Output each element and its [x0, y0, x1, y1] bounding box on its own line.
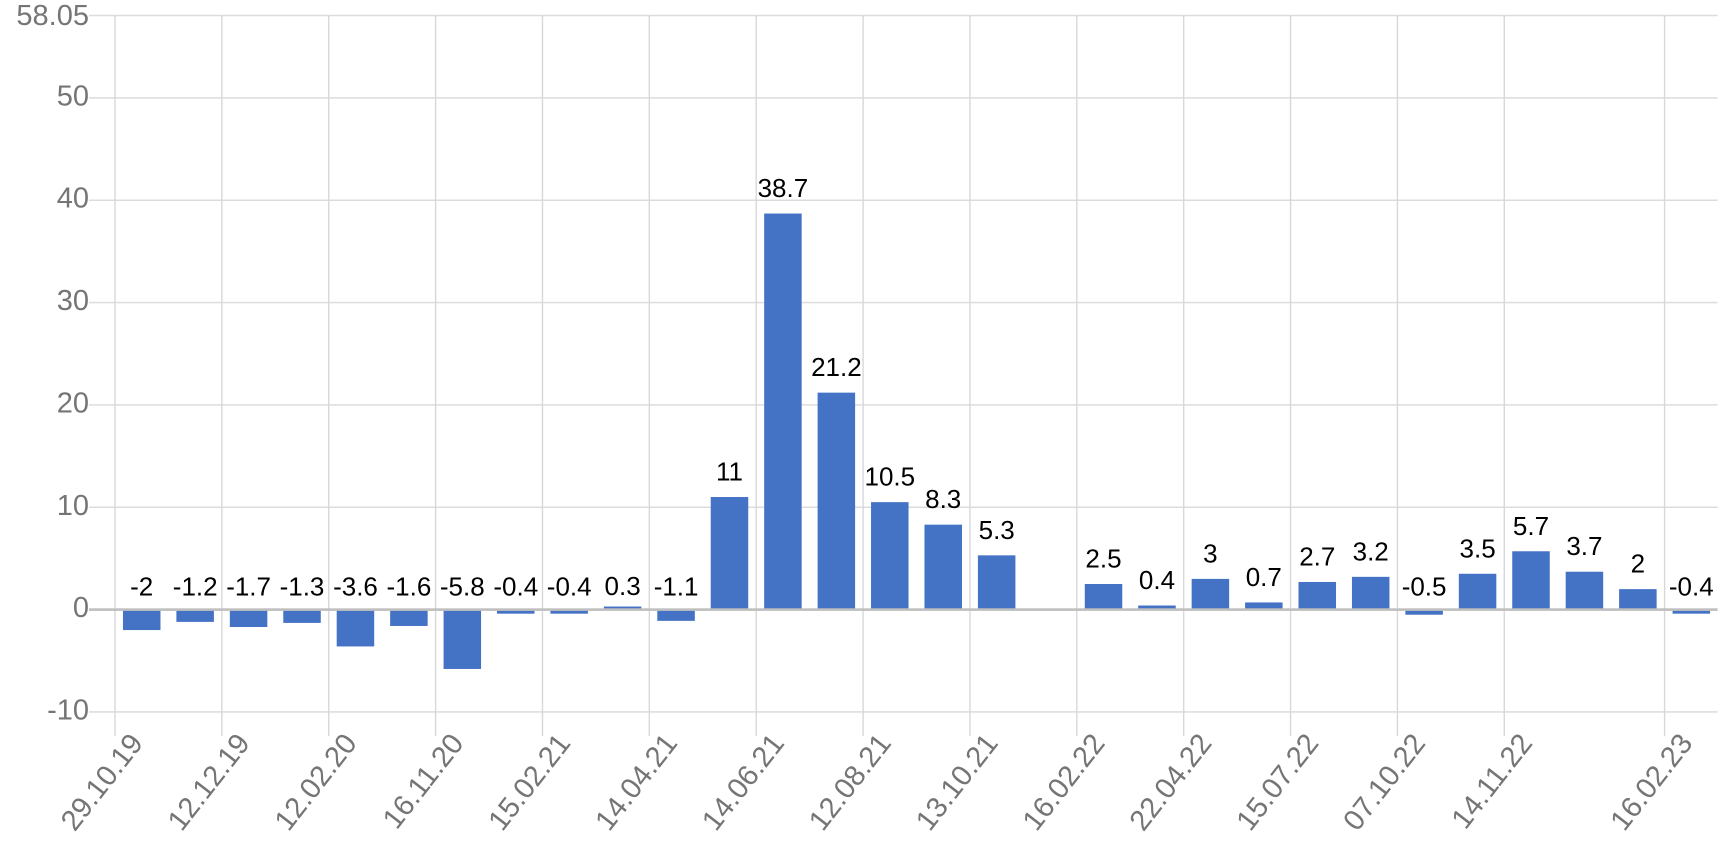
svg-text:0: 0: [73, 592, 89, 624]
svg-text:3: 3: [1203, 538, 1217, 568]
svg-text:50: 50: [57, 80, 89, 112]
svg-text:-1.3: -1.3: [280, 572, 325, 602]
svg-text:2.7: 2.7: [1299, 542, 1335, 572]
svg-text:2.5: 2.5: [1085, 544, 1121, 574]
svg-text:-1.1: -1.1: [654, 572, 699, 602]
svg-text:0.7: 0.7: [1246, 562, 1282, 592]
svg-text:-10: -10: [47, 694, 89, 726]
svg-text:10.5: 10.5: [864, 462, 915, 492]
svg-text:-0.4: -0.4: [493, 572, 538, 602]
svg-text:21.2: 21.2: [811, 352, 862, 382]
svg-text:-1.6: -1.6: [386, 572, 431, 602]
svg-text:3.2: 3.2: [1353, 536, 1389, 566]
svg-text:5.7: 5.7: [1513, 511, 1549, 541]
svg-text:-0.4: -0.4: [1669, 572, 1714, 602]
svg-text:2: 2: [1631, 549, 1645, 579]
svg-text:8.3: 8.3: [925, 484, 961, 514]
svg-text:-2: -2: [130, 572, 153, 602]
svg-text:11: 11: [716, 457, 743, 487]
svg-text:10: 10: [57, 490, 89, 522]
svg-text:-0.5: -0.5: [1402, 572, 1447, 602]
svg-text:3.5: 3.5: [1460, 533, 1496, 563]
svg-text:3.7: 3.7: [1566, 531, 1602, 561]
svg-text:38.7: 38.7: [758, 173, 809, 203]
svg-text:-1.7: -1.7: [226, 572, 271, 602]
svg-text:5.3: 5.3: [979, 515, 1015, 545]
svg-text:30: 30: [57, 285, 89, 317]
svg-text:-0.4: -0.4: [547, 572, 592, 602]
svg-text:0.4: 0.4: [1139, 565, 1175, 595]
svg-text:0.3: 0.3: [605, 571, 641, 601]
svg-text:40: 40: [57, 183, 89, 215]
svg-text:-1.2: -1.2: [173, 572, 218, 602]
svg-text:20: 20: [57, 387, 89, 419]
svg-text:58.05: 58.05: [16, 0, 89, 32]
svg-text:-5.8: -5.8: [440, 572, 485, 602]
svg-text:-3.6: -3.6: [333, 572, 378, 602]
